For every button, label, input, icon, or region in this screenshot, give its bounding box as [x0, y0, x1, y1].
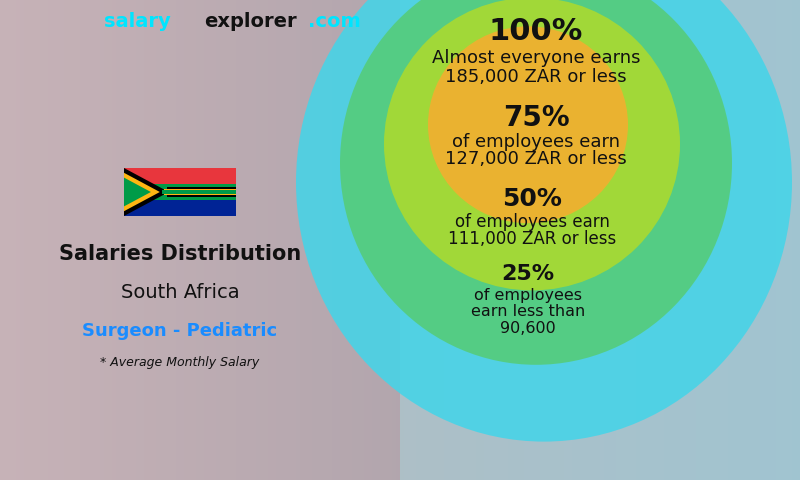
Bar: [124, 168, 236, 216]
Text: 25%: 25%: [502, 264, 554, 284]
Polygon shape: [164, 189, 236, 195]
Text: Salaries Distribution: Salaries Distribution: [59, 244, 301, 264]
Text: 75%: 75%: [502, 104, 570, 132]
Text: of employees: of employees: [474, 288, 582, 303]
Text: 100%: 100%: [489, 17, 583, 46]
Text: South Africa: South Africa: [121, 283, 239, 302]
Text: * Average Monthly Salary: * Average Monthly Salary: [100, 356, 260, 369]
Polygon shape: [166, 187, 236, 197]
Text: 90,600: 90,600: [500, 321, 556, 336]
Text: salary: salary: [104, 12, 170, 31]
Text: of employees earn: of employees earn: [452, 132, 620, 151]
Bar: [124, 168, 236, 184]
Text: of employees earn: of employees earn: [454, 213, 610, 231]
Ellipse shape: [296, 0, 792, 442]
Ellipse shape: [340, 0, 732, 365]
Text: Surgeon - Pediatric: Surgeon - Pediatric: [82, 322, 278, 340]
Text: earn less than: earn less than: [471, 304, 585, 320]
Text: 50%: 50%: [502, 187, 562, 211]
Bar: [124, 200, 236, 216]
Polygon shape: [162, 191, 236, 194]
Text: Almost everyone earns: Almost everyone earns: [432, 48, 640, 67]
Ellipse shape: [384, 0, 680, 290]
Polygon shape: [124, 178, 151, 206]
Ellipse shape: [428, 26, 628, 223]
Text: 111,000 ZAR or less: 111,000 ZAR or less: [448, 229, 616, 248]
Text: 185,000 ZAR or less: 185,000 ZAR or less: [445, 68, 627, 86]
Text: explorer: explorer: [204, 12, 297, 31]
Polygon shape: [124, 168, 169, 216]
Polygon shape: [124, 173, 160, 211]
Text: .com: .com: [308, 12, 361, 31]
Bar: [124, 184, 236, 200]
Text: 127,000 ZAR or less: 127,000 ZAR or less: [445, 150, 627, 168]
